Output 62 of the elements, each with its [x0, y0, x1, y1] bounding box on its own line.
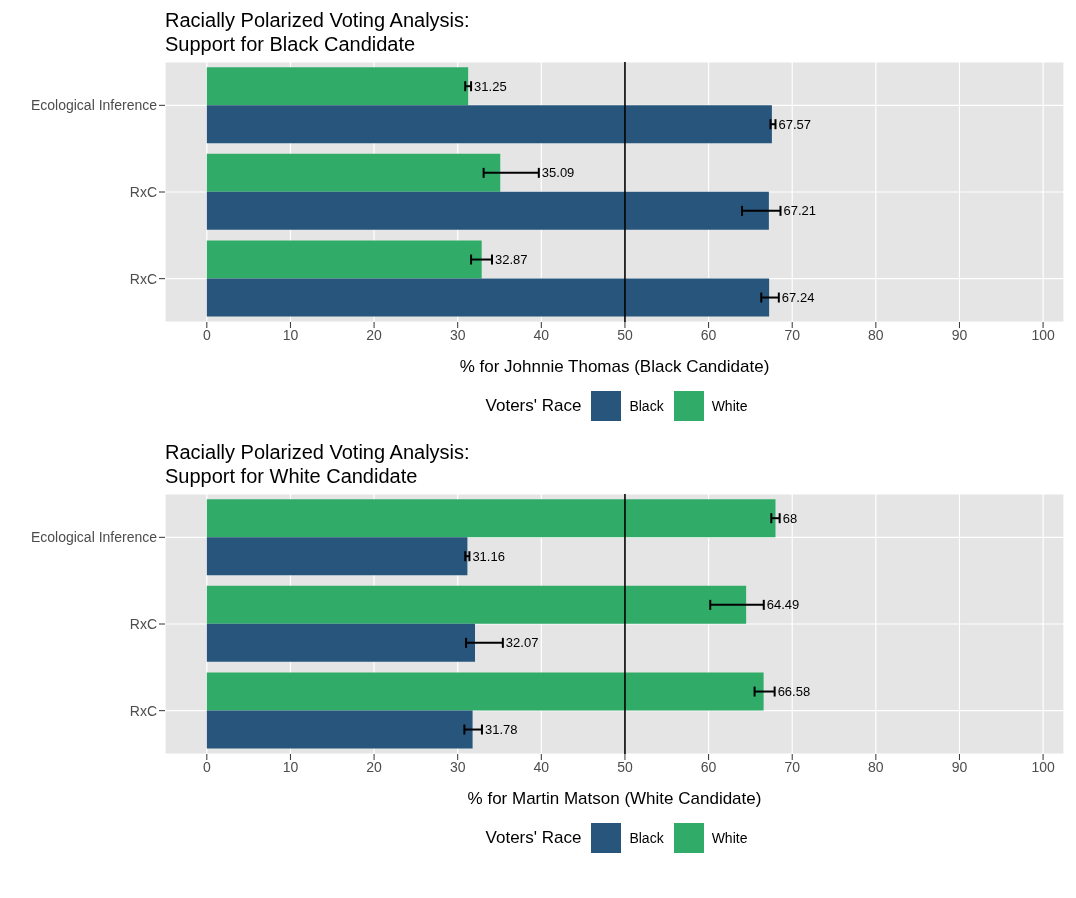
x-tick-label: 70 [784, 326, 801, 343]
y-tick-label: RxC [129, 615, 157, 632]
legend-title: Voters' Race [485, 396, 582, 416]
x-axis-title: % for Martin Matson (White Candidate) [467, 789, 762, 808]
legend-label: White [711, 830, 748, 846]
legend-title: Voters' Race [485, 828, 582, 848]
x-tick-label: 20 [366, 326, 383, 343]
bar [206, 585, 747, 624]
legend-label: White [711, 398, 748, 414]
data-label: 68 [782, 510, 798, 526]
data-label: 67.57 [778, 116, 812, 132]
y-tick-label: Ecological Inference [30, 97, 158, 114]
x-tick-label: 30 [449, 326, 466, 343]
bar [206, 672, 764, 711]
bar [206, 105, 772, 144]
chart-title: Racially Polarized Voting Analysis: Support for Black Candidate [165, 8, 471, 56]
x-tick-label: 70 [784, 758, 801, 775]
data-label: 67.21 [783, 203, 817, 219]
x-tick-label: 80 [868, 758, 884, 775]
data-label: 32.07 [505, 635, 539, 651]
legend-label: Black [629, 830, 664, 846]
data-label: 31.16 [472, 548, 505, 564]
data-label: 64.49 [766, 597, 800, 613]
x-tick-label: 20 [366, 758, 383, 775]
data-label: 67.24 [781, 290, 815, 306]
chart-title: Racially Polarized Voting Analysis: Support for White Candidate [165, 440, 471, 488]
bar [206, 153, 501, 192]
x-tick-label: 10 [282, 758, 299, 775]
x-tick-label: 60 [700, 758, 717, 775]
bar [206, 537, 468, 576]
data-label: 31.25 [474, 78, 507, 94]
y-tick-label: Ecological Inference [30, 529, 158, 546]
x-tick-label: 90 [951, 758, 968, 775]
bar [206, 191, 769, 230]
data-label: 35.09 [541, 165, 575, 181]
x-tick-label: 40 [533, 758, 550, 775]
y-tick-label: RxC [129, 183, 157, 200]
bar [206, 710, 473, 749]
y-tick-label: RxC [129, 702, 157, 719]
x-tick-label: 40 [533, 326, 550, 343]
data-label: 31.78 [484, 722, 518, 738]
x-tick-label: 100 [1031, 326, 1055, 343]
y-tick-label: RxC [129, 270, 157, 287]
x-tick-label: 90 [951, 326, 968, 343]
bar [206, 623, 476, 662]
x-tick-label: 0 [202, 758, 211, 775]
x-tick-label: 50 [617, 758, 633, 775]
x-tick-label: 10 [282, 326, 299, 343]
x-tick-label: 50 [617, 326, 633, 343]
bar [206, 67, 469, 106]
x-tick-label: 60 [700, 326, 717, 343]
bar [206, 278, 770, 317]
x-tick-label: 30 [449, 758, 466, 775]
bar [206, 499, 776, 538]
x-tick-label: 80 [868, 326, 884, 343]
legend-label: Black [629, 398, 664, 414]
x-tick-label: 100 [1031, 758, 1055, 775]
data-label: 32.87 [494, 252, 528, 268]
x-tick-label: 0 [202, 326, 211, 343]
bar [206, 240, 482, 279]
x-axis-title: % for Johnnie Thomas (Black Candidate) [459, 357, 770, 376]
data-label: 66.58 [777, 684, 811, 700]
